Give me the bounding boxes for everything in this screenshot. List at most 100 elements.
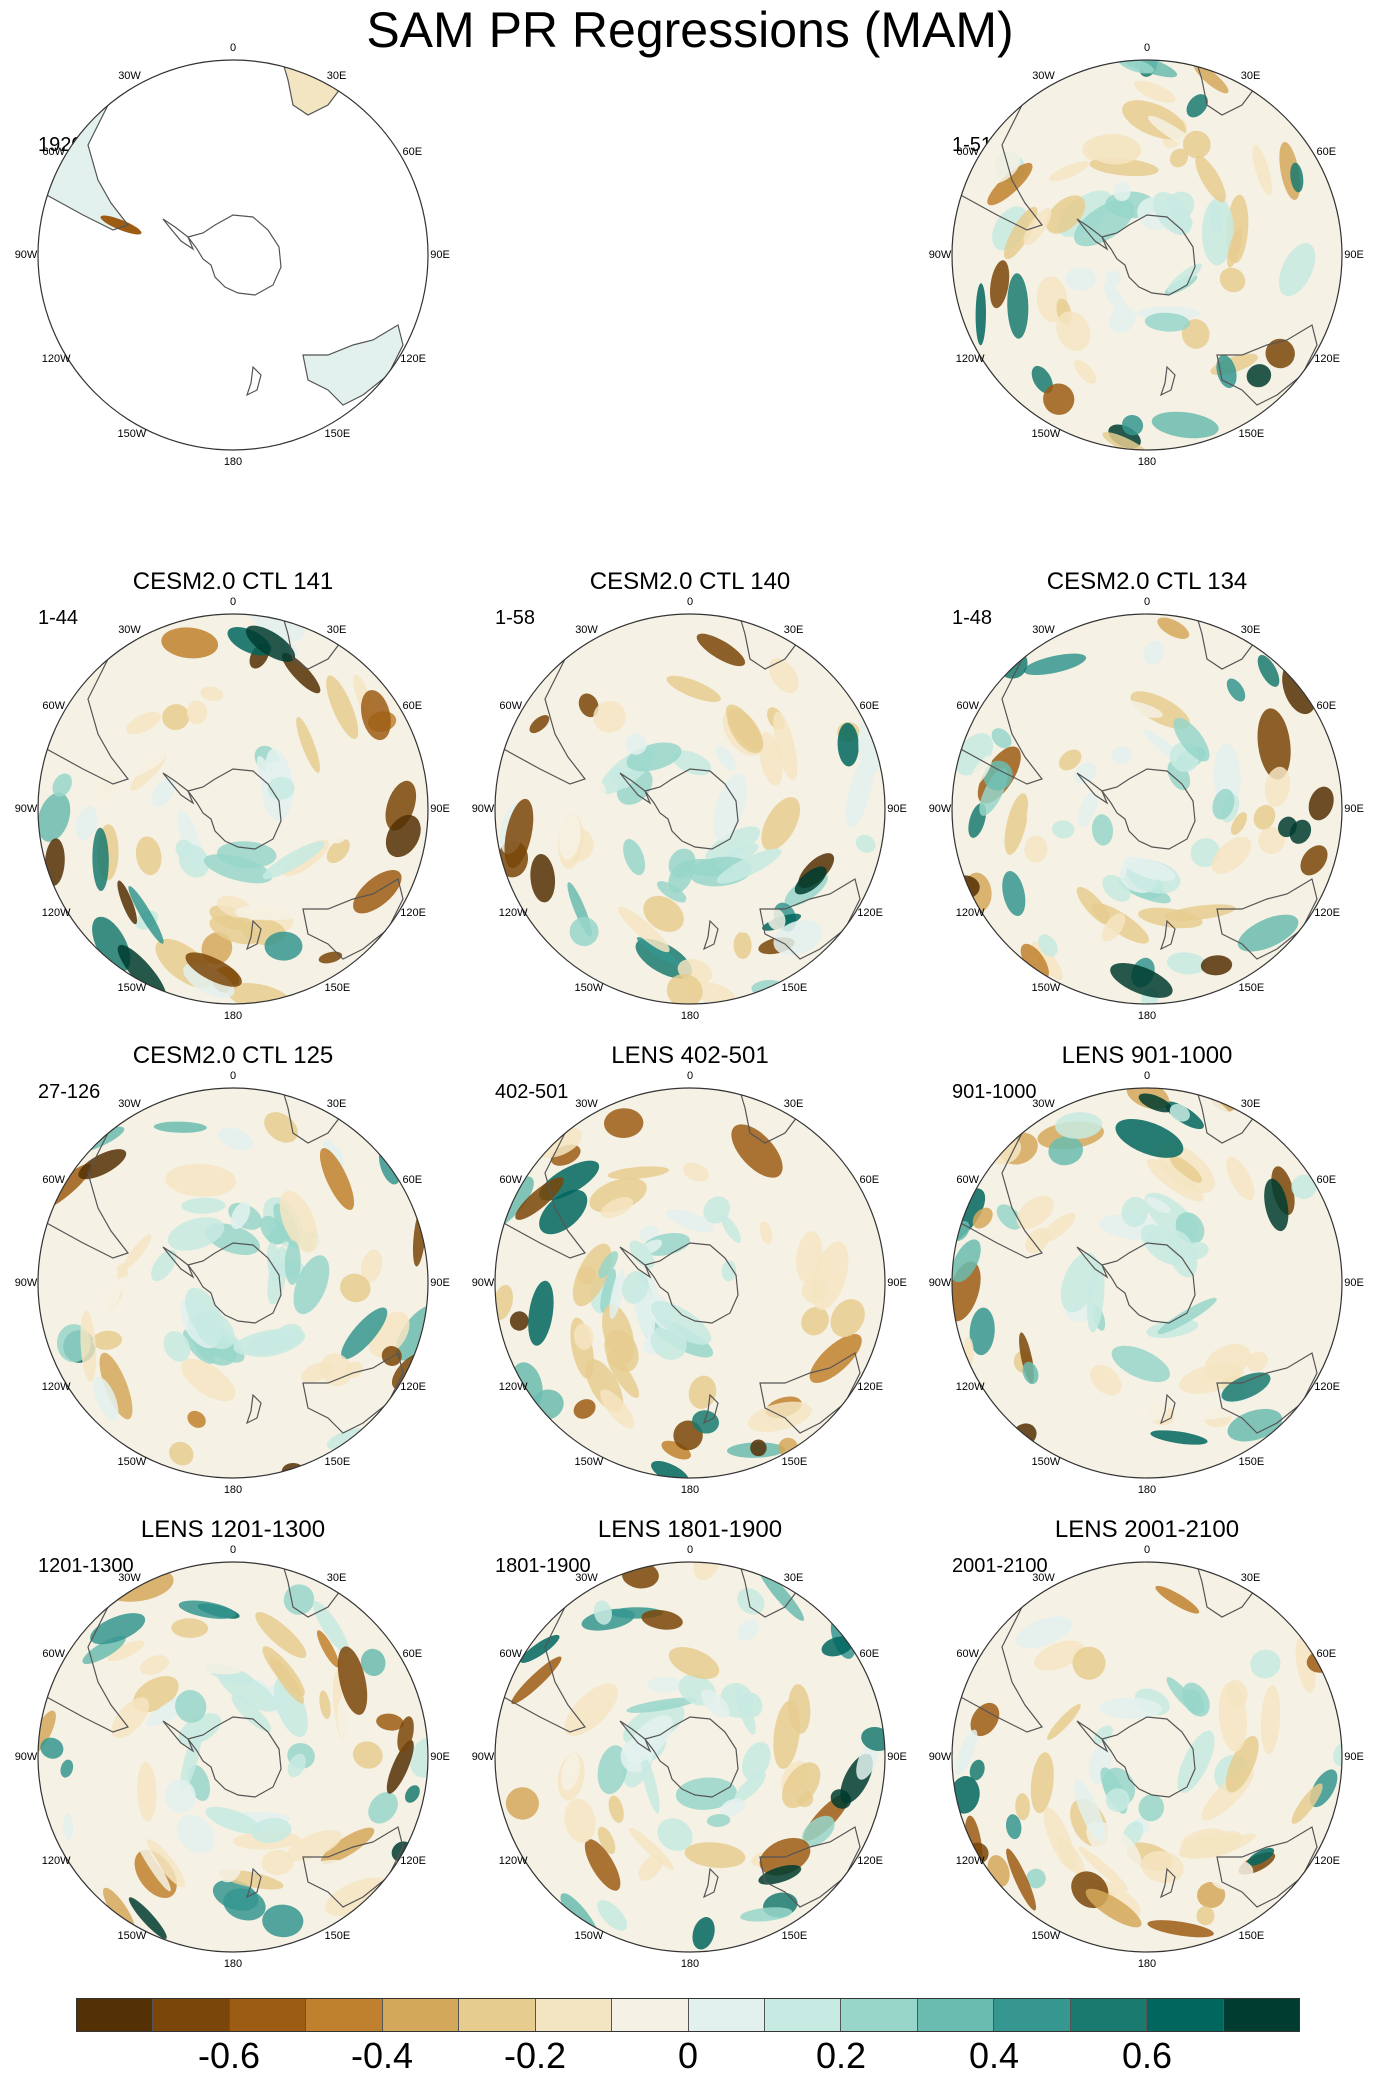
anomaly-contour	[264, 931, 303, 961]
anomaly-contour	[987, 162, 1033, 206]
longitude-label: 30W	[575, 1571, 598, 1584]
anomaly-contour	[128, 1897, 167, 1939]
australia-coastline	[759, 1352, 861, 1434]
anomaly-contour	[1052, 820, 1075, 839]
longitude-label: 0	[229, 1070, 237, 1082]
australia-coastline	[1216, 878, 1318, 960]
anomaly-contour	[1314, 198, 1329, 230]
anomaly-contour	[740, 1907, 793, 1922]
anomaly-contour	[1218, 141, 1246, 190]
anomaly-contour	[78, 1149, 127, 1180]
anomaly-contour	[651, 1460, 689, 1478]
anomaly-contour	[1058, 749, 1082, 771]
anomaly-contour	[830, 1299, 865, 1338]
longitude-label: 90W	[14, 803, 38, 815]
longitude-label: 180	[223, 456, 243, 468]
anomaly-contour	[761, 797, 801, 851]
longitude-label: 0	[229, 596, 237, 608]
longitude-label: 60E	[402, 145, 423, 158]
anomaly-contour	[767, 908, 786, 931]
anomaly-contour	[127, 738, 175, 777]
panel-title: LENS 1201-1300	[140, 1516, 326, 1543]
anomaly-contour	[952, 1239, 981, 1283]
map-background	[38, 60, 428, 450]
anomaly-contour	[515, 1177, 564, 1220]
longitude-label: 90E	[1344, 1751, 1364, 1763]
anomaly-contour	[1264, 766, 1291, 807]
longitude-label: 120E	[400, 1854, 426, 1867]
colorbar-tick-label: 0.2	[815, 2035, 867, 2076]
longitude-label: 90E	[1344, 249, 1364, 261]
anomaly-contour	[984, 151, 1021, 184]
map-background	[952, 60, 1342, 450]
anomaly-contour	[668, 1647, 720, 1679]
longitude-label: 120E	[400, 906, 426, 919]
anomaly-contour	[520, 1634, 560, 1663]
anomaly-contour	[312, 1601, 350, 1654]
anomaly-contour	[341, 1307, 388, 1360]
anomaly-contour	[741, 1741, 771, 1781]
anomaly-contour	[245, 625, 296, 662]
anomaly-contour	[181, 1358, 236, 1402]
anomaly-contour	[1093, 1725, 1113, 1744]
antarctic-peninsula-coastline	[1076, 1720, 1109, 1753]
colorbar-tick-label: -0.2	[503, 2035, 567, 2076]
anomaly-contour	[1220, 1641, 1242, 1662]
anomaly-contour	[598, 1251, 619, 1279]
anomaly-contour	[636, 937, 680, 966]
anomaly-contour	[255, 1612, 307, 1659]
map-boundary	[951, 1087, 1343, 1479]
anomaly-contour	[970, 1702, 1000, 1737]
longitude-label: 60E	[1316, 1173, 1337, 1186]
longitude-label: 120E	[1314, 1380, 1340, 1393]
longitude-label: 0	[229, 1544, 237, 1556]
anomaly-contour	[283, 1584, 315, 1615]
anomaly-contour	[621, 1640, 667, 1653]
longitude-label: 0	[1143, 1070, 1151, 1082]
longitude-label: 30W	[575, 1097, 598, 1110]
anomaly-contour	[261, 1850, 294, 1876]
new-zealand-coastline	[1159, 1393, 1176, 1425]
anomaly-contour	[1065, 1667, 1117, 1703]
anomaly-contour	[1264, 1178, 1289, 1232]
anomaly-contour	[1219, 1118, 1250, 1152]
longitude-label: 90W	[928, 1751, 952, 1763]
anomaly-contour	[1105, 1788, 1130, 1813]
anomaly-contour	[747, 1401, 812, 1432]
anomaly-contour	[1111, 1345, 1170, 1383]
anomaly-contour	[511, 1656, 562, 1705]
anomaly-contour	[1181, 1682, 1210, 1717]
anomaly-contour	[93, 1376, 119, 1421]
anomaly-contour	[1109, 305, 1136, 334]
panel-period-label: 901-1000	[952, 1081, 1037, 1103]
anomaly-contour	[185, 952, 242, 987]
anomaly-contour	[63, 1813, 74, 1841]
anomaly-contour	[1252, 144, 1272, 196]
anomaly-contour	[609, 1268, 625, 1319]
anomaly-contour	[360, 1648, 386, 1677]
antarctica-coastline	[1100, 214, 1196, 296]
panel-period-label: 1-58	[495, 607, 536, 629]
anomaly-contour	[1007, 273, 1029, 339]
australia-coastline	[759, 878, 861, 960]
longitude-label: 60W	[956, 145, 980, 158]
longitude-label: 60E	[859, 699, 880, 712]
anomaly-contour	[983, 760, 1013, 791]
anomaly-contour	[519, 1237, 553, 1300]
anomaly-contour	[212, 1879, 259, 1911]
anomaly-contour	[1231, 812, 1247, 835]
anomaly-contour	[316, 1630, 340, 1668]
longitude-label: 30E	[326, 1097, 347, 1110]
anomaly-contour	[1101, 913, 1126, 942]
anomaly-contour	[801, 1306, 829, 1336]
anomaly-contour	[622, 1271, 649, 1304]
anomaly-contour	[397, 1716, 414, 1753]
anomaly-contour	[1253, 804, 1276, 830]
antarctica-coastline	[643, 1716, 739, 1798]
anomaly-contour	[1032, 941, 1063, 981]
longitude-label: 0	[1143, 596, 1151, 608]
panel-title: LENS 2001-2100	[1054, 1516, 1240, 1543]
polar-map	[951, 613, 1343, 1005]
anomaly-contour	[1074, 359, 1097, 384]
anomaly-contour	[720, 1389, 759, 1407]
